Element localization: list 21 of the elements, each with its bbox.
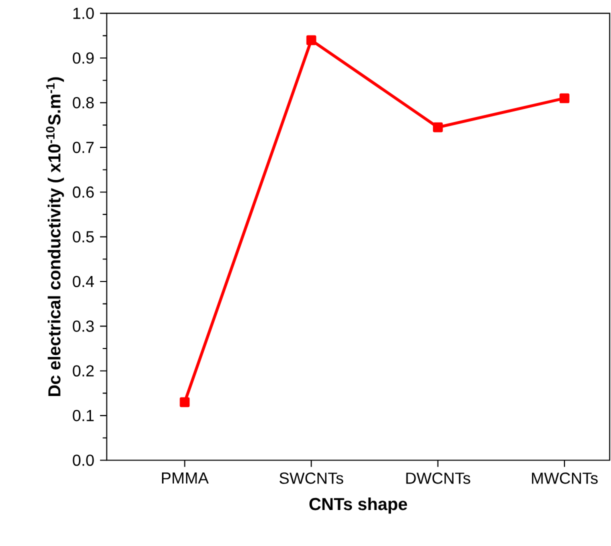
- y-tick-label: 0.0: [72, 454, 94, 466]
- x-tick-label: PMMA: [162, 472, 209, 484]
- point: [306, 35, 316, 46]
- x-tick-label: MWCNTs: [532, 472, 598, 484]
- point: [180, 397, 190, 408]
- x-tick-label: DWCNTs: [406, 472, 470, 484]
- y-tick-label: 0.6: [72, 186, 94, 198]
- y-axis-title: Dc electrical conductivity ( x10$^{-10}$S.m$^{-1}$): [46, 77, 64, 396]
- y-tick-label: 0.3: [72, 320, 94, 332]
- y-tick-label: 0.1: [72, 410, 94, 422]
- point: [432, 122, 443, 132]
- y-tick-label: 0.8: [72, 97, 94, 109]
- point: [560, 94, 570, 104]
- y-tick-label: 0.2: [72, 365, 94, 377]
- x-tick-label: SWCNTs: [280, 472, 344, 484]
- y-tick-label: 1.0: [73, 8, 94, 20]
- y-tick-label: 0.7: [72, 142, 94, 154]
- x-axis-title: CNTs shape: [309, 498, 408, 514]
- y-tick-label: 0.4: [72, 276, 94, 288]
- y-tick-label: 0.5: [72, 231, 94, 243]
- y-tick-label: 0.9: [72, 52, 94, 64]
